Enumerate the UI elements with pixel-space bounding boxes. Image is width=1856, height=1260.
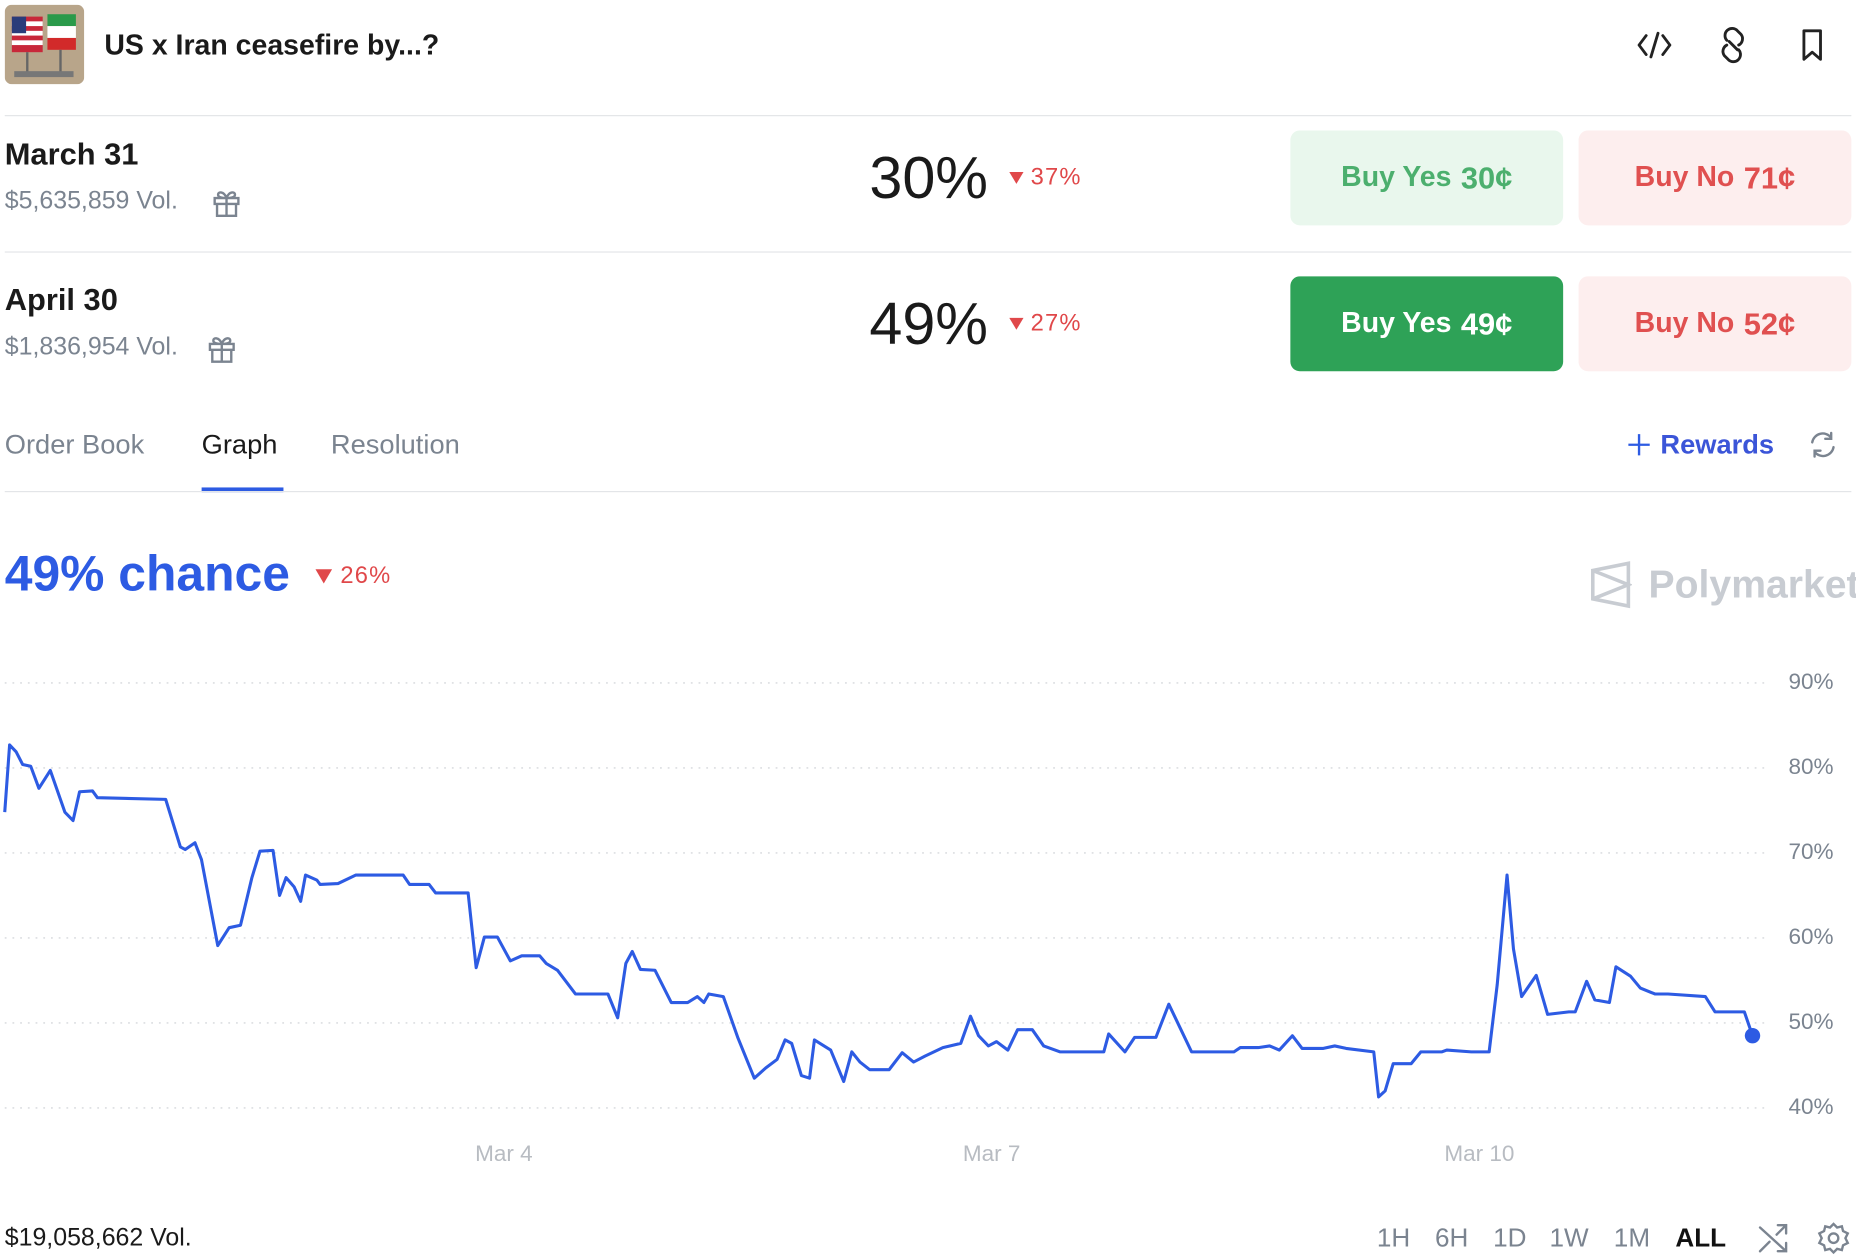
range-option[interactable]: ALL xyxy=(1675,1222,1727,1253)
button-label: Buy Yes xyxy=(1341,161,1452,194)
down-arrow xyxy=(315,569,333,584)
gift-icon xyxy=(208,337,235,363)
button-price: 52¢ xyxy=(1743,305,1796,341)
divider xyxy=(4,115,1852,117)
button-label: Buy No xyxy=(1634,307,1735,340)
y-tick-label: 50% xyxy=(1788,1009,1833,1034)
range-option[interactable]: 6H xyxy=(1434,1222,1469,1253)
divider xyxy=(4,251,1852,253)
y-tick-label: 70% xyxy=(1788,839,1833,864)
market-thumbnail xyxy=(4,4,85,85)
price-line xyxy=(3,743,1755,1099)
tab[interactable]: Order Book xyxy=(4,428,145,460)
x-tick-label: Mar 10 xyxy=(1444,1141,1514,1166)
current-point xyxy=(1744,1027,1761,1044)
button-label: Buy Yes xyxy=(1341,307,1452,340)
range-option[interactable]: 1D xyxy=(1493,1222,1527,1253)
market-volume: $1,836,954 Vol. xyxy=(4,333,178,361)
down-arrow xyxy=(1009,171,1024,184)
watermark: Polymarket xyxy=(1648,562,1856,607)
divider xyxy=(4,491,1852,493)
chance: 49% chance xyxy=(4,545,290,602)
settings-icon[interactable] xyxy=(1817,1222,1850,1255)
button-label: Buy No xyxy=(1634,161,1735,194)
rewards-link[interactable]: Rewards xyxy=(1660,428,1775,460)
down-arrow xyxy=(1009,317,1024,330)
market-change: 37% xyxy=(1030,164,1082,191)
market-date: April 30 xyxy=(4,281,118,318)
x-tick-label: Mar 4 xyxy=(475,1141,533,1166)
shuffle-icon[interactable] xyxy=(1758,1223,1789,1254)
buy-yes-button[interactable]: Buy Yes 30¢ xyxy=(1290,130,1564,226)
chance-change: 26% xyxy=(340,562,392,589)
y-tick-label: 90% xyxy=(1788,669,1833,694)
x-tick-label: Mar 7 xyxy=(963,1141,1021,1166)
market-volume: $5,635,859 Vol. xyxy=(4,187,178,215)
refresh-icon[interactable] xyxy=(1809,431,1837,459)
market-title: US x Iran ceasefire by...? xyxy=(104,29,440,62)
range-option[interactable]: 1H xyxy=(1376,1222,1411,1253)
watermark-logo xyxy=(1591,561,1632,609)
y-tick-label: 60% xyxy=(1788,924,1833,949)
buy-no-button[interactable]: Buy No 71¢ xyxy=(1578,130,1852,226)
button-price: 49¢ xyxy=(1460,305,1513,341)
y-tick-label: 80% xyxy=(1788,754,1833,779)
tab-underline xyxy=(201,487,284,493)
buy-yes-button[interactable]: Buy Yes 49¢ xyxy=(1290,276,1564,372)
button-price: 71¢ xyxy=(1743,159,1796,196)
header-icons[interactable] xyxy=(1637,26,1839,64)
buy-no-button[interactable]: Buy No 52¢ xyxy=(1578,276,1852,372)
plus-icon xyxy=(1628,434,1650,456)
tab[interactable]: Resolution xyxy=(330,428,460,460)
market-date: March 31 xyxy=(4,135,139,172)
y-tick-label: 40% xyxy=(1788,1094,1833,1119)
market-change: 27% xyxy=(1030,310,1082,337)
market-price: 30% xyxy=(869,144,989,212)
total-volume: $19,058,662 Vol. xyxy=(4,1223,192,1252)
market-price: 49% xyxy=(869,290,989,357)
gift-icon xyxy=(213,191,240,218)
range-option[interactable]: 1M xyxy=(1613,1222,1651,1253)
button-price: 30¢ xyxy=(1460,159,1513,196)
range-option[interactable]: 1W xyxy=(1549,1222,1589,1253)
tab-active[interactable]: Graph xyxy=(201,428,278,460)
